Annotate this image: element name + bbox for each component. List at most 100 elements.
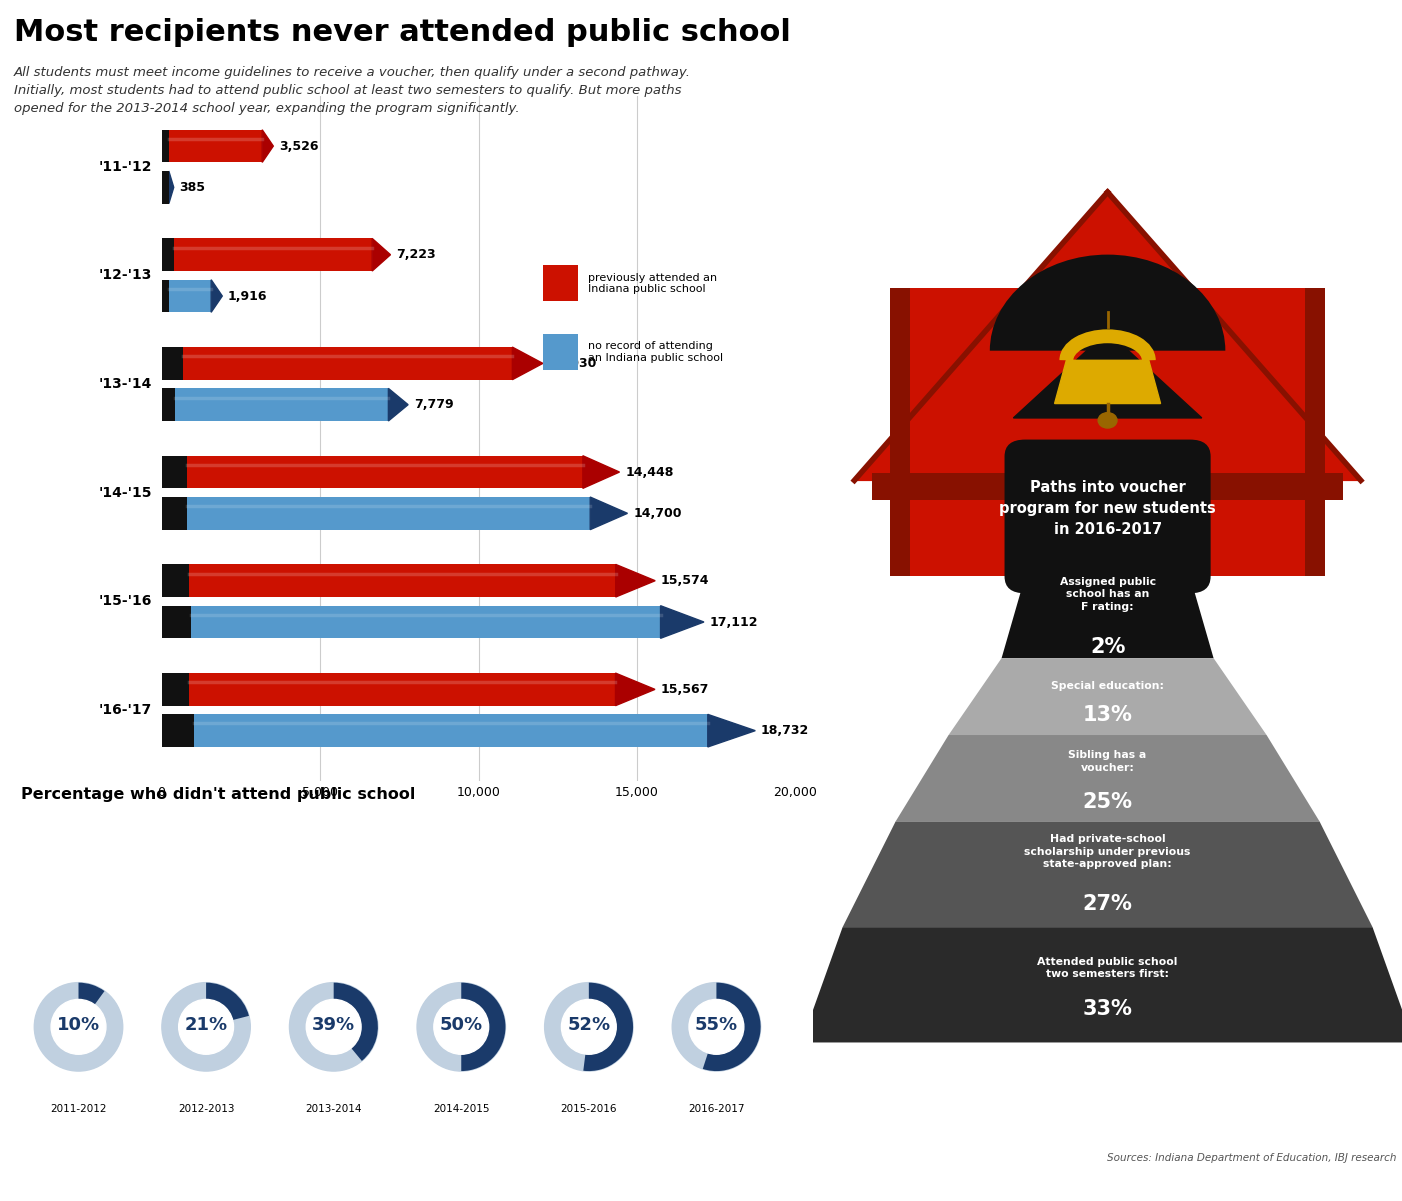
Bar — [161, 347, 182, 380]
Bar — [195, 715, 708, 747]
Bar — [161, 388, 175, 422]
Bar — [168, 280, 212, 312]
Polygon shape — [1001, 576, 1214, 658]
Bar — [872, 473, 1343, 500]
Bar — [161, 564, 189, 597]
Bar — [890, 288, 910, 576]
Text: Had private-school
scholarship under previous
state-approved plan:: Had private-school scholarship under pre… — [1025, 833, 1190, 870]
Polygon shape — [212, 280, 223, 312]
Text: 25%: 25% — [1082, 793, 1133, 812]
Text: 39%: 39% — [313, 1016, 355, 1034]
Polygon shape — [262, 130, 273, 162]
Polygon shape — [949, 658, 1266, 735]
Text: 55%: 55% — [695, 1016, 737, 1034]
Text: Attended public school
two semesters first:: Attended public school two semesters fir… — [1037, 957, 1178, 979]
Bar — [175, 388, 388, 422]
Text: '12-'13: '12-'13 — [98, 268, 151, 282]
Circle shape — [672, 982, 761, 1071]
Bar — [543, 264, 578, 300]
Text: 33%: 33% — [1082, 999, 1133, 1018]
Text: '15-'16: '15-'16 — [98, 594, 151, 609]
Text: Assigned public
school has an
F rating:: Assigned public school has an F rating: — [1060, 576, 1155, 613]
Text: All students must meet income guidelines to receive a voucher, then qualify unde: All students must meet income guidelines… — [14, 66, 691, 115]
Text: 14,448: 14,448 — [625, 466, 673, 478]
Text: 2011-2012: 2011-2012 — [50, 1104, 107, 1115]
Text: Sources: Indiana Department of Education, IBJ research: Sources: Indiana Department of Education… — [1106, 1153, 1396, 1163]
Text: 27%: 27% — [1082, 895, 1133, 914]
Polygon shape — [708, 715, 756, 747]
Text: 18,732: 18,732 — [761, 724, 809, 737]
Text: 15,567: 15,567 — [660, 683, 709, 695]
Polygon shape — [854, 192, 1361, 480]
Bar — [161, 605, 191, 638]
Bar — [161, 239, 174, 271]
Circle shape — [544, 982, 634, 1071]
Bar — [1305, 288, 1325, 576]
Wedge shape — [206, 982, 250, 1027]
Wedge shape — [990, 255, 1225, 351]
Text: Most recipients never attended public school: Most recipients never attended public sc… — [14, 18, 791, 47]
Text: 14,700: 14,700 — [634, 507, 681, 520]
Text: 7,223: 7,223 — [397, 249, 436, 262]
Text: 10%: 10% — [57, 1016, 100, 1034]
Polygon shape — [388, 388, 408, 422]
Wedge shape — [461, 982, 506, 1071]
Polygon shape — [590, 497, 628, 530]
Text: 2015-2016: 2015-2016 — [561, 1104, 617, 1115]
Polygon shape — [1054, 360, 1161, 404]
Text: 385: 385 — [179, 181, 206, 193]
Text: 3,526: 3,526 — [279, 139, 318, 153]
Bar — [890, 288, 1325, 576]
Bar — [543, 334, 578, 370]
Circle shape — [178, 999, 234, 1054]
Bar — [186, 497, 590, 530]
Text: Percentage who didn't attend public school: Percentage who didn't attend public scho… — [21, 787, 415, 801]
Polygon shape — [802, 927, 1402, 1042]
Text: '11-'12: '11-'12 — [98, 160, 151, 174]
Circle shape — [50, 999, 107, 1054]
Text: 7,779: 7,779 — [414, 399, 453, 411]
Bar — [186, 455, 583, 489]
Circle shape — [34, 982, 123, 1071]
Polygon shape — [615, 673, 655, 706]
Polygon shape — [1014, 331, 1202, 418]
Wedge shape — [583, 982, 634, 1071]
Text: 2%: 2% — [1089, 638, 1126, 657]
Text: 15,574: 15,574 — [660, 574, 709, 587]
Polygon shape — [615, 564, 655, 597]
Text: 2013-2014: 2013-2014 — [306, 1104, 362, 1115]
Circle shape — [688, 999, 744, 1054]
Text: 2014-2015: 2014-2015 — [433, 1104, 489, 1115]
Bar — [161, 673, 189, 706]
Text: 13%: 13% — [1082, 705, 1133, 724]
Text: '16-'17: '16-'17 — [98, 703, 151, 717]
Polygon shape — [896, 735, 1319, 821]
Bar — [161, 130, 168, 162]
FancyBboxPatch shape — [1004, 440, 1211, 593]
Polygon shape — [512, 347, 543, 380]
Text: Paths into voucher
program for new students
in 2016-2017: Paths into voucher program for new stude… — [1000, 480, 1216, 537]
Bar — [168, 130, 262, 162]
Bar — [189, 673, 615, 706]
Polygon shape — [583, 455, 620, 489]
Text: 2016-2017: 2016-2017 — [688, 1104, 744, 1115]
Circle shape — [289, 982, 379, 1071]
Text: 17,112: 17,112 — [709, 615, 758, 628]
Bar — [161, 455, 186, 489]
Text: 52%: 52% — [568, 1016, 610, 1034]
Text: '14-'15: '14-'15 — [98, 485, 151, 500]
Polygon shape — [168, 171, 174, 204]
Text: 2012-2013: 2012-2013 — [178, 1104, 234, 1115]
Polygon shape — [660, 605, 704, 638]
Bar — [174, 239, 372, 271]
Circle shape — [306, 999, 362, 1054]
Bar — [161, 280, 168, 312]
Circle shape — [433, 999, 489, 1054]
Bar — [161, 715, 195, 747]
Circle shape — [1098, 413, 1117, 428]
Bar — [191, 605, 660, 638]
Circle shape — [416, 982, 506, 1071]
Text: '13-'14: '13-'14 — [98, 377, 151, 392]
Text: previously attended an
Indiana public school: previously attended an Indiana public sc… — [589, 273, 718, 294]
Bar — [161, 497, 186, 530]
